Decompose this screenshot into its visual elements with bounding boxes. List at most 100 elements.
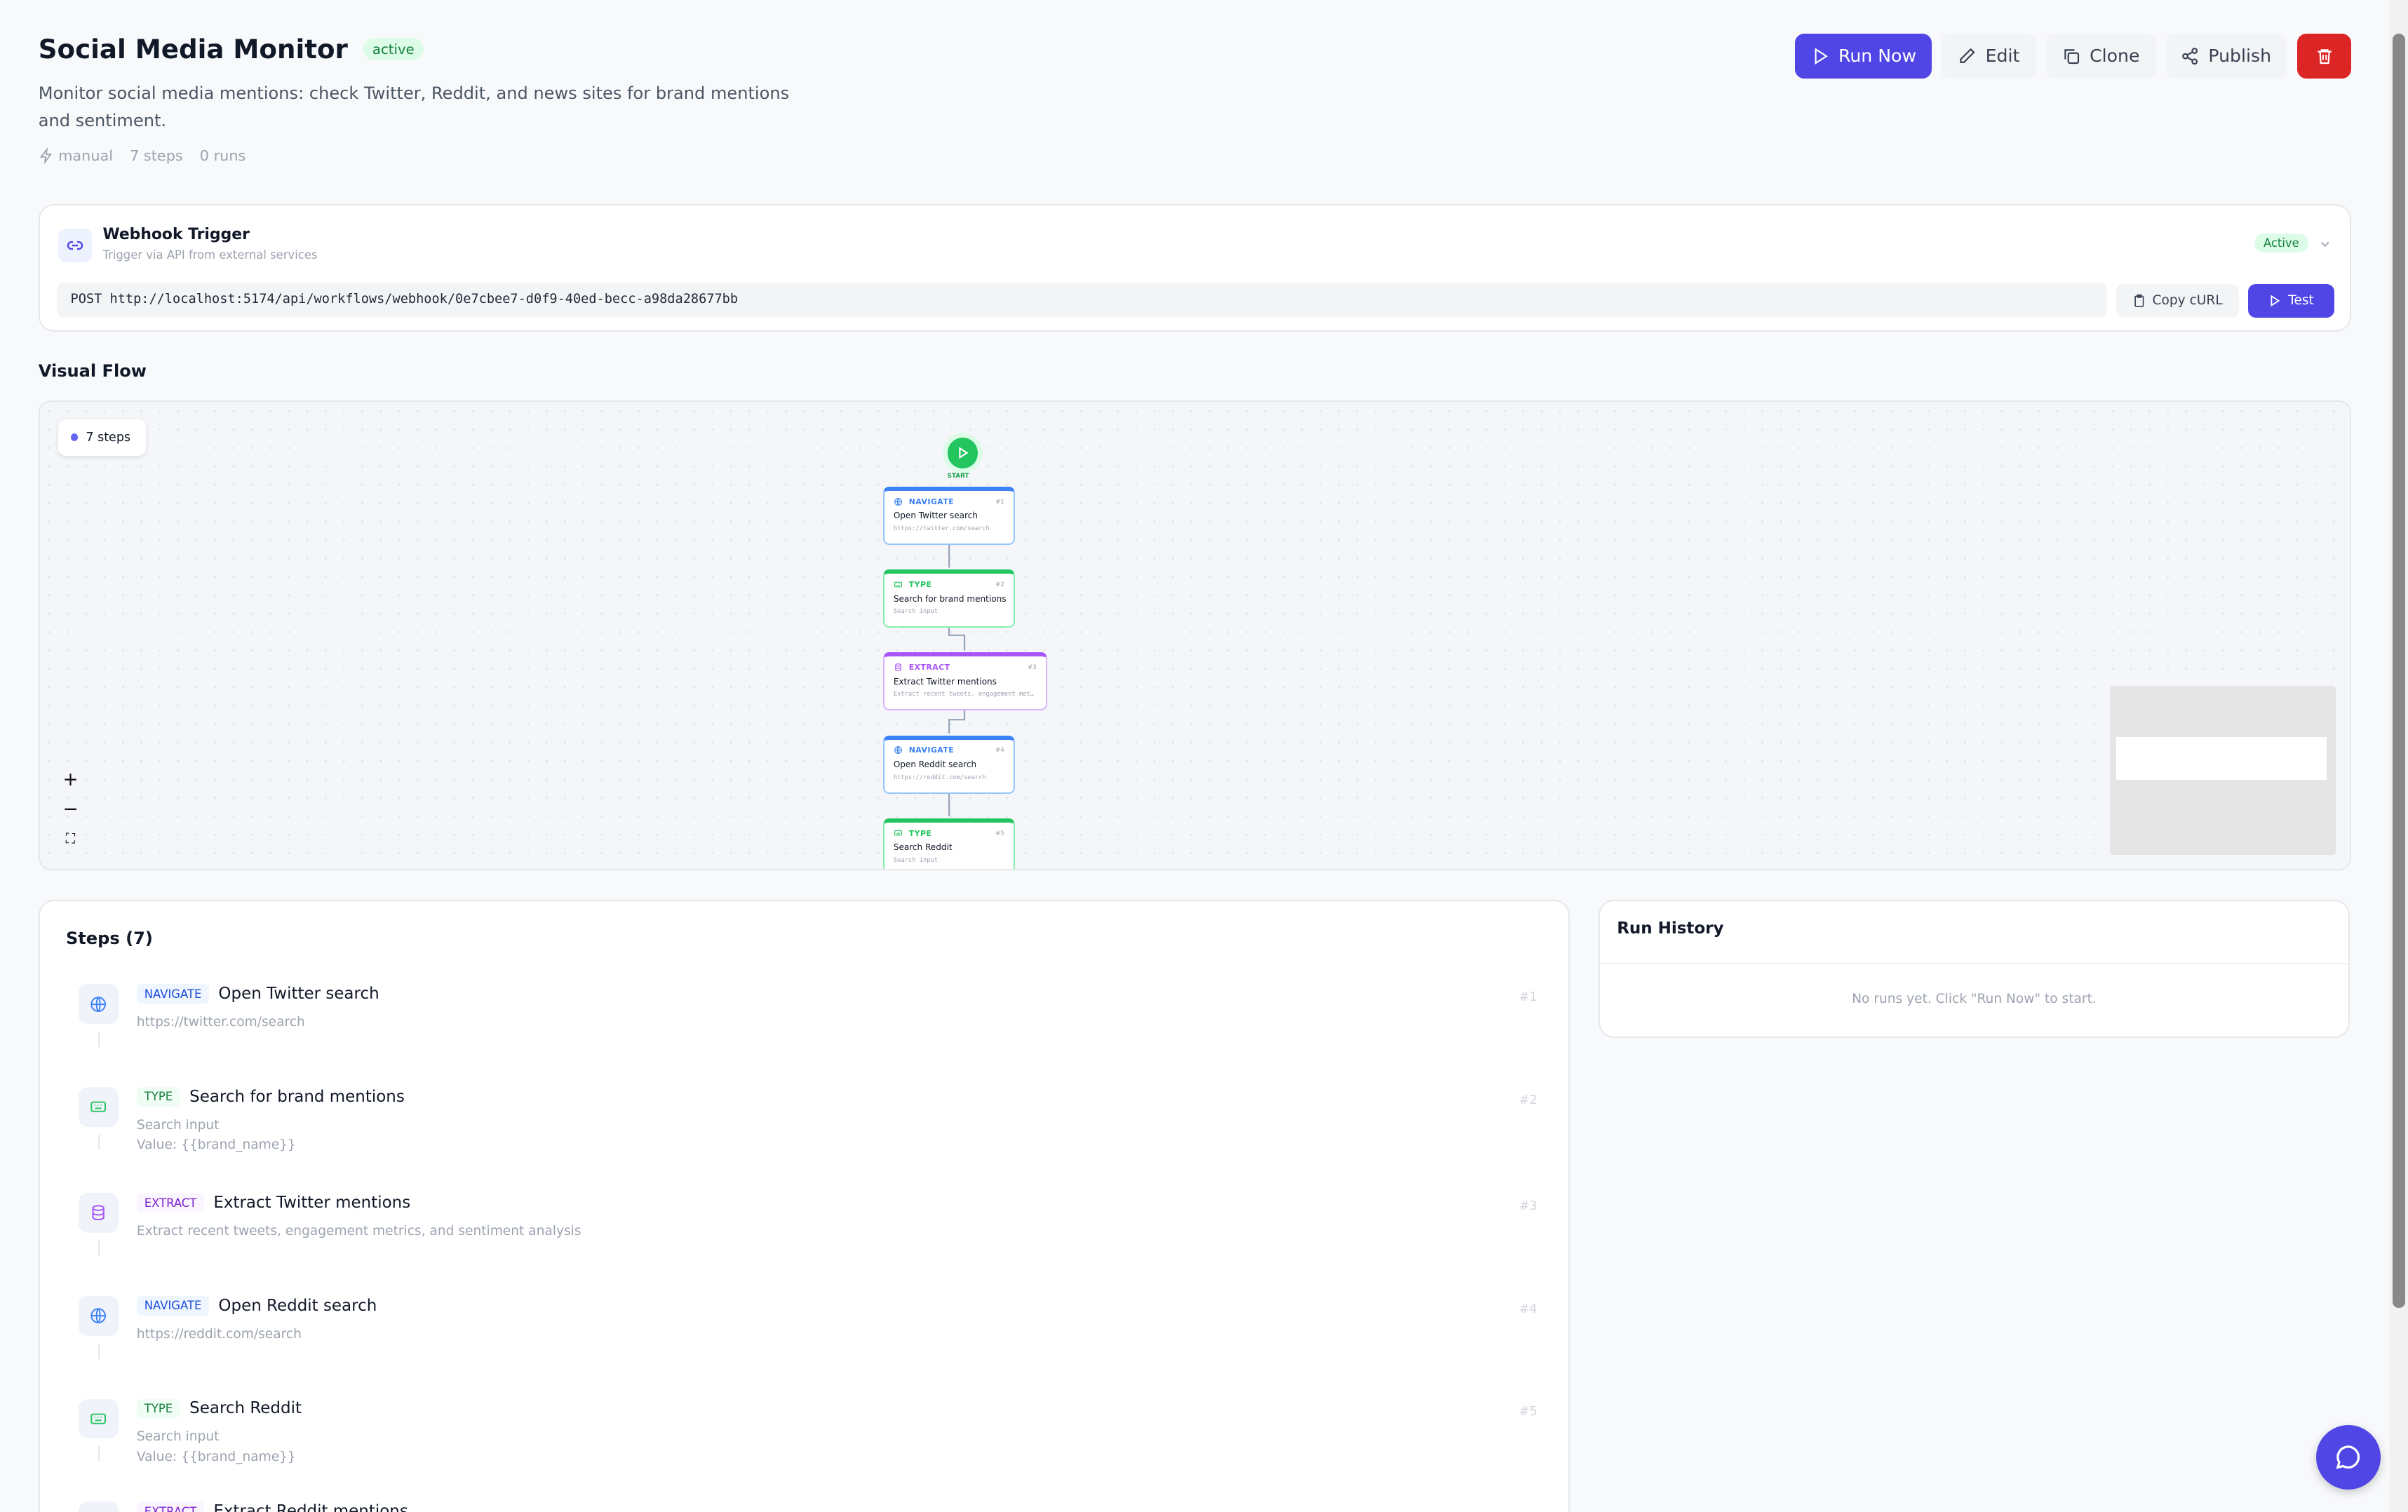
delete-button[interactable] [2297,34,2351,79]
minimap-viewport[interactable] [2116,736,2327,780]
minimap[interactable] [2110,686,2336,856]
step-title: Open Reddit search [218,1296,377,1315]
step-icon [78,1087,119,1128]
edge [948,710,965,734]
step-number: #3 [1519,1199,1538,1213]
step-title: Open Twitter search [218,985,379,1004]
step-icon [78,984,119,1025]
fit-view-button[interactable]: ⛶ [65,830,76,847]
step-icon [78,1295,119,1336]
step-connector [98,1134,100,1150]
step-connector [98,1343,100,1359]
publish-label: Publish [2208,46,2272,67]
step-detail: https://twitter.com/search [136,1015,305,1030]
steps-count: 7 steps [130,147,183,165]
start-node[interactable] [947,437,978,468]
flow-canvas[interactable]: 7 steps + − ⛶ START NAVIGATE #1 Open Twitt… [38,400,2351,871]
keyboard-icon [90,1102,106,1113]
steps-title: Steps (7) [65,929,153,949]
step-value: Value: {{brand_name}} [136,1138,296,1153]
zoom-out-button[interactable]: − [62,798,79,820]
chevron-down-icon[interactable] [2319,238,2332,250]
workflow-meta: manual 7 steps 0 runs [39,147,246,165]
steps-pill: 7 steps [58,419,146,457]
step-value: Value: {{brand_name}} [136,1449,296,1464]
run-history-title: Run History [1617,919,1724,938]
step-detail: https://reddit.com/search [136,1326,302,1342]
keyboard-icon [90,1413,106,1424]
run-history-empty: No runs yet. Click "Run Now" to start. [1852,992,2097,1007]
link-icon [58,229,93,263]
node-subtitle: Extract recent tweets, engagement metri… [893,691,1037,698]
steps-panel: Steps (7) [38,899,1570,1512]
globe-icon [894,746,902,755]
node-number: #2 [995,581,1004,588]
step-number: #2 [1519,1093,1538,1107]
flow-node[interactable]: NAVIGATE #4 Open Reddit search https://redd… [882,735,1015,794]
flow-edges [948,545,965,817]
copy-icon [2064,49,2079,64]
chat-button[interactable] [2315,1424,2381,1490]
step-icon [78,1398,119,1439]
dot-icon [70,433,79,442]
node-title: Extract Twitter mentions [893,676,997,687]
zoom-in-button[interactable]: + [62,769,79,791]
step-detail: Search input [136,1429,220,1445]
step-connector [98,1446,100,1462]
node-number: #1 [995,498,1004,506]
flow-node[interactable]: NAVIGATE #1 Open Twitter search https://twi… [882,486,1015,546]
scrollbar-thumb[interactable] [2393,34,2405,1309]
clone-label: Clone [2090,46,2140,67]
edge [948,628,965,652]
step-title: Search for brand mentions [189,1087,405,1106]
step-type-tag: TYPE [136,1398,181,1419]
run-now-button[interactable]: Run Now [1795,34,1932,79]
clone-button[interactable]: Clone [2045,34,2156,79]
flow-node[interactable]: EXTRACT #3 Extract Twitter mentions Extract… [882,652,1047,711]
step-detail: Search input [136,1117,220,1133]
divider [1600,962,2348,964]
step-connector [98,1032,100,1048]
clipboard-icon [2134,294,2144,307]
edit-label: Edit [1985,46,2020,67]
webhook-url: http://localhost:5174/api/workflows/webh… [109,291,739,306]
page-title: Social Media Monitor [38,34,348,65]
trash-icon [2317,49,2332,64]
status-badge: active [363,38,424,61]
runs-count: 0 runs [199,147,246,165]
node-subtitle: Search input [893,608,939,616]
step-title: Extract Reddit mentions [213,1502,408,1512]
copy-curl-button[interactable]: Copy cURL [2116,283,2239,318]
database-icon [92,1205,105,1221]
play-icon [2271,295,2280,307]
scrollbar[interactable] [2389,0,2408,1512]
webhook-url-box[interactable]: POST http://localhost:5174/api/workflows… [56,282,2107,318]
test-button[interactable]: Test [2248,283,2334,318]
webhook-subtitle: Trigger via API from external services [102,248,318,262]
publish-button[interactable]: Publish [2165,34,2287,79]
lightning-icon [39,148,52,164]
visual-flow-title: Visual Flow [38,360,147,381]
step-icon [78,1501,119,1512]
node-type: NAVIGATE [908,497,955,506]
trigger-type: manual [58,147,114,165]
flow-node[interactable]: TYPE #2 Search for brand mentions Search in… [882,569,1015,628]
test-label: Test [2288,293,2314,309]
step-connector [98,1241,100,1256]
start-label: START [947,473,969,480]
node-subtitle: Search input [893,856,939,864]
node-title: Open Twitter search [893,511,978,521]
chat-bubble-icon [2336,1445,2360,1469]
node-type: TYPE [908,828,932,838]
globe-icon [90,1308,106,1324]
node-type: NAVIGATE [908,745,955,755]
step-title: Search Reddit [189,1399,302,1418]
play-icon [959,447,969,459]
webhook-status-badge: Active [2254,233,2308,253]
node-title: Search Reddit [893,842,953,853]
flow-node[interactable]: TYPE #5 Search Reddit Search input [882,818,1015,870]
node-type: EXTRACT [908,663,950,673]
node-subtitle: https://reddit.com/search [893,774,986,781]
edit-button[interactable]: Edit [1941,34,2037,79]
step-number: #1 [1519,990,1538,1005]
